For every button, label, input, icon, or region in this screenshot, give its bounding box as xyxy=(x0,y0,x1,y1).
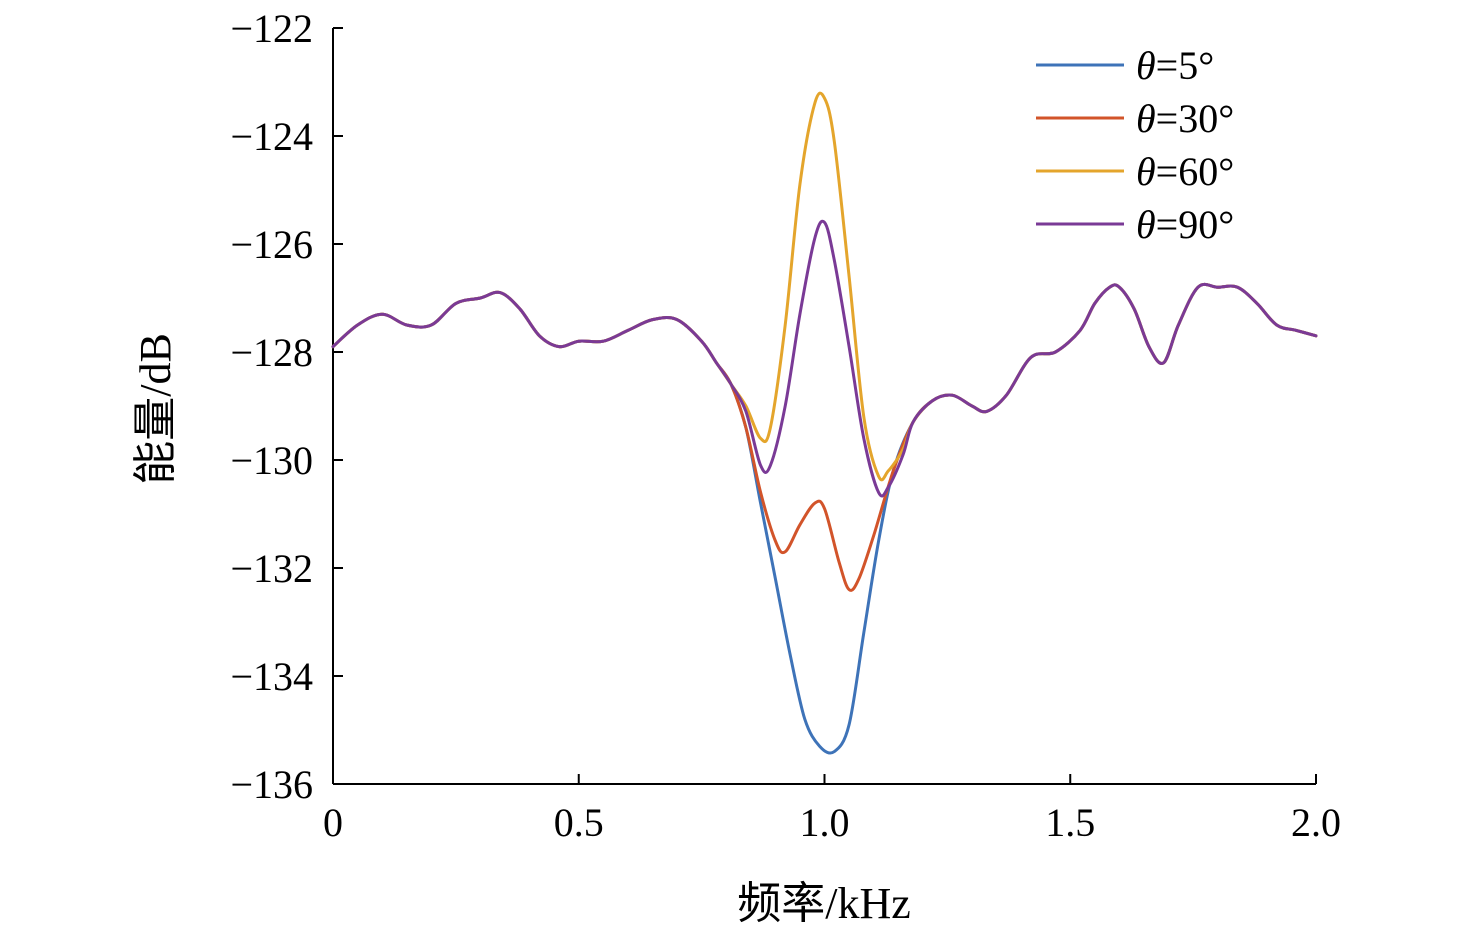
y-tick-label: −134 xyxy=(230,654,313,699)
series-line-3 xyxy=(331,219,1318,498)
x-tick-label: 0 xyxy=(323,800,343,845)
y-tick-label: −130 xyxy=(230,438,313,483)
y-tick-label: −136 xyxy=(230,762,313,807)
y-tick-label: −128 xyxy=(230,330,313,375)
y-tick-label: −124 xyxy=(230,114,313,159)
x-tick-label: 1.5 xyxy=(1045,800,1095,845)
series-line-1 xyxy=(331,282,1318,592)
y-tick-label: −126 xyxy=(230,222,313,267)
legend-label: θ=5° xyxy=(1136,43,1214,88)
y-tick-label: −122 xyxy=(230,6,313,51)
legend-label: θ=30° xyxy=(1136,96,1234,141)
legend-label: θ=90° xyxy=(1136,202,1234,247)
x-tick-label: 1.0 xyxy=(800,800,850,845)
x-tick-label: 0.5 xyxy=(554,800,604,845)
x-axis-title: 频率/kHz xyxy=(737,879,911,928)
y-axis-title: 能量/dB xyxy=(131,333,180,485)
axes xyxy=(332,28,1316,785)
legend: θ=5° θ=30° θ=60° θ=90° xyxy=(1036,43,1234,247)
y-tick-label: −132 xyxy=(230,546,313,591)
x-tick-label: 2.0 xyxy=(1291,800,1341,845)
x-ticks: 0 0.5 1.0 1.5 2.0 xyxy=(323,774,1341,845)
y-ticks: −122 −124 −126 −128 −130 −132 −134 −136 xyxy=(230,6,343,807)
legend-label: θ=60° xyxy=(1136,149,1234,194)
series-layer xyxy=(331,91,1318,755)
